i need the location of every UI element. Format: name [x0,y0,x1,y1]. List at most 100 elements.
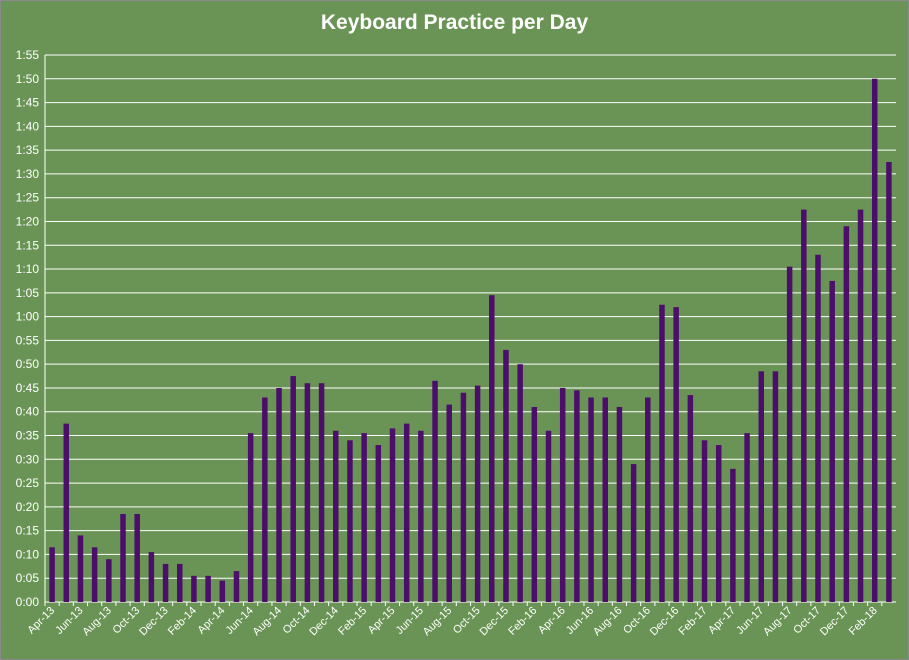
bar-feb-18 [871,78,878,603]
bar-nov-17 [829,280,835,602]
bar-oct-16 [645,397,651,602]
y-tick-label: 0:20 [16,500,40,514]
bar-aug-13 [106,559,112,602]
x-tick-label: Oct-16 [621,605,653,637]
bar-jan-17 [687,395,694,602]
x-tick-label: Apr-14 [196,605,228,637]
bar-jan-14 [176,563,183,602]
bar-jan-16 [517,364,523,602]
bar-feb-17 [701,440,708,602]
x-tick-label: Feb-15 [336,605,369,638]
x-tick-label: Dec-17 [818,605,852,639]
y-tick-label: 1:05 [16,286,40,300]
x-tick-label: Aug-14 [251,605,285,639]
x-axis-tick-labels: Apr-13Jun-13Aug-13Oct-13Dec-13Feb-14Apr-… [25,602,883,639]
x-tick-label: Apr-16 [536,605,568,637]
y-tick-label: 0:00 [16,595,40,609]
bar-jan-18 [857,209,864,602]
bar-may-14 [233,571,240,602]
bar-aug-16 [616,406,623,602]
bar-dec-13 [162,563,169,602]
bar-sep-14 [290,376,296,602]
bar-jun-14 [247,433,254,602]
y-tick-label: 1:10 [16,262,40,276]
x-tick-label: Aug-16 [591,605,625,639]
bar-may-17 [744,433,750,602]
bar-mar-17 [715,445,722,602]
x-tick-label: Dec-15 [478,605,512,639]
bar-jun-15 [418,430,424,602]
bar-feb-15 [361,433,367,602]
bar-jul-13 [91,547,98,602]
bar-sep-15 [460,392,467,602]
x-tick-label: Jun-17 [734,605,766,637]
bar-feb-14 [191,575,197,602]
bar-jun-13 [77,535,84,602]
bar-jun-16 [588,397,594,602]
bar-apr-14 [219,580,226,602]
chart-title: Keyboard Practice per Day [320,11,589,34]
bar-aug-17 [786,266,793,602]
bar-nov-14 [318,383,325,602]
y-tick-label: 1:15 [16,238,40,252]
x-tick-label: Feb-14 [166,605,199,638]
bar-apr-13 [49,547,55,602]
bar-apr-15 [389,428,396,602]
bar-dec-14 [333,430,339,602]
bar-apr-16 [559,387,566,602]
y-tick-label: 0:40 [16,405,40,419]
x-tick-label: Aug-15 [421,605,455,639]
bar-jul-17 [772,371,779,602]
bar-sep-16 [630,464,637,602]
x-tick-label: Apr-17 [706,605,738,637]
x-tick-label: Dec-14 [307,605,341,639]
bar-dec-16 [673,307,679,602]
x-tick-label: Jun-15 [394,605,426,637]
y-tick-label: 1:55 [16,48,40,62]
y-tick-label: 1:35 [16,143,40,157]
bar-dec-15 [503,349,509,602]
bars [49,78,892,603]
x-tick-label: Jun-14 [224,605,256,637]
y-tick-label: 1:50 [16,72,40,86]
x-tick-label: Feb-18 [847,605,880,638]
y-tick-label: 1:20 [16,214,40,228]
x-tick-label: Jun-16 [564,605,596,637]
bar-nov-16 [659,304,665,602]
bar-oct-13 [134,514,140,602]
x-tick-label: Feb-17 [677,605,710,638]
y-tick-label: 0:45 [16,381,40,395]
x-tick-label: Dec-13 [137,605,171,639]
x-tick-label: Aug-17 [761,605,795,639]
y-tick-label: 0:35 [16,429,40,443]
y-tick-label: 1:25 [16,191,40,205]
x-tick-label: Oct-14 [281,605,313,637]
bar-jun-17 [758,371,765,602]
bar-mar-14 [205,575,211,602]
bar-jan-15 [347,440,353,602]
bar-jul-15 [432,380,438,602]
bar-may-15 [403,423,410,602]
bar-feb-16 [531,406,538,602]
bar-mar-16 [545,430,552,602]
bar-may-16 [574,390,580,602]
bar-nov-15 [489,295,495,602]
bar-jul-16 [602,397,608,602]
bar-sep-13 [120,514,126,602]
x-tick-label: Dec-16 [648,605,682,639]
y-tick-label: 0:05 [16,571,40,585]
x-tick-label: Aug-13 [80,605,114,639]
bar-oct-17 [815,254,821,602]
bar-oct-14 [304,383,311,602]
x-tick-label: Oct-17 [791,605,823,637]
y-tick-label: 1:30 [16,167,40,181]
x-tick-label: Apr-15 [366,605,398,637]
bar-oct-15 [474,385,481,602]
y-tick-label: 1:00 [16,310,40,324]
bar-jul-14 [262,397,268,602]
bar-mar-15 [375,445,382,602]
bar-nov-13 [148,552,155,602]
y-tick-label: 0:50 [16,357,40,371]
